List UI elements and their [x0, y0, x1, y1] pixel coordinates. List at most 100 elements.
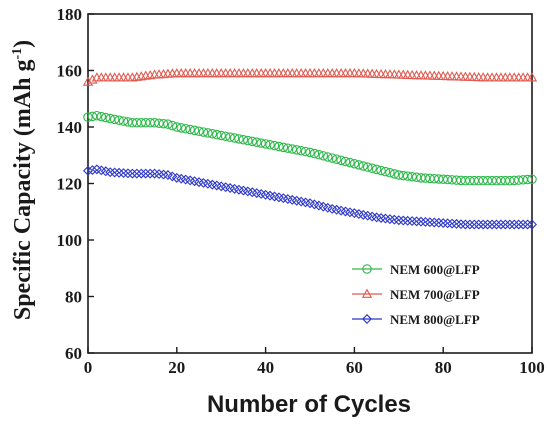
series-1-point [96, 111, 107, 122]
series-1-point [362, 162, 373, 172]
series-1-point [527, 174, 537, 185]
series-2-point [87, 74, 98, 84]
series-1-point [367, 163, 377, 173]
y-axis-label-sup: -1 [10, 48, 25, 60]
series-1-point [83, 112, 93, 122]
series-3-point [109, 167, 120, 178]
x-tick-label: 20 [168, 358, 185, 377]
series-1-point [318, 151, 329, 161]
series-1-point [300, 146, 311, 157]
series-1-point [283, 143, 293, 153]
y-tick-label: 180 [57, 5, 83, 24]
series-1-point [229, 133, 240, 143]
series-3-point [398, 215, 409, 226]
legend-label-1: NEM 600@LFP [390, 262, 480, 277]
y-tick-label: 120 [57, 175, 83, 194]
series-3-point [442, 218, 453, 229]
series-1-point [238, 134, 249, 145]
series-3-point [451, 218, 462, 229]
series-1-point [105, 113, 115, 124]
series-3-point [495, 219, 506, 230]
series-1-point [380, 166, 391, 177]
series-1-point [194, 126, 204, 136]
series-1-point [323, 152, 333, 162]
series-1-point [305, 147, 315, 158]
x-axis-label: Number of Cycles [207, 391, 411, 418]
series-1-point [340, 156, 351, 167]
series-1-point [203, 128, 213, 138]
series-1-point [118, 116, 129, 126]
series-1-point [212, 129, 222, 140]
legend-marker-1 [362, 264, 372, 274]
series-3-point [393, 215, 404, 226]
series-1-point [114, 115, 124, 125]
y-tick-label: 100 [57, 231, 83, 250]
series-3-point [402, 215, 413, 226]
series-3-point [87, 165, 98, 176]
series-1-point [345, 157, 355, 168]
plot-layer: 60 80 100 120 140 160 180 0 20 40 60 80 100 NEM 600@L… [57, 5, 545, 377]
series-3-point [140, 168, 151, 179]
series-3-point [438, 218, 449, 229]
series-3-point [478, 219, 489, 230]
series-1-point [327, 153, 337, 163]
series-1-point [260, 139, 271, 149]
series-1-point [185, 124, 195, 135]
series-3-point [407, 216, 418, 227]
series-3-point [473, 219, 484, 230]
series-1-point [274, 141, 284, 152]
legend-label-2: NEM 700@LFP [390, 287, 480, 302]
series-1-point [278, 142, 289, 153]
series-3-point [114, 167, 125, 178]
series-3-point [167, 171, 178, 182]
series-2-point [82, 76, 94, 86]
series-1-point [411, 172, 422, 183]
series-3-point [127, 168, 138, 179]
series-1-point [398, 170, 408, 181]
series-3-point [509, 219, 520, 230]
series-1-point [287, 144, 297, 154]
series-3-point [416, 216, 426, 227]
series-1-point [243, 135, 253, 146]
series-1-point [251, 137, 262, 148]
series-1-point [101, 112, 111, 123]
series-3-point [518, 219, 529, 230]
y-tick-label: 80 [65, 288, 82, 307]
series-1-point [309, 148, 320, 159]
series-1-point [349, 158, 360, 169]
series-2-point [526, 72, 538, 82]
series-1-point [296, 145, 306, 156]
series-3-point [460, 219, 471, 230]
series-1-point [336, 155, 346, 166]
plot-frame [87, 13, 533, 354]
series-1-point [154, 118, 164, 128]
series-3-point [136, 168, 147, 179]
series-1-point [163, 119, 173, 129]
series-3-point [464, 219, 475, 230]
series-3-point [522, 219, 533, 230]
series-3-point [429, 217, 440, 228]
x-tick-label: 100 [519, 358, 545, 377]
series-1-point [394, 170, 404, 180]
series-3-point [122, 168, 133, 179]
series-1-point [358, 161, 369, 171]
series-1-point [314, 149, 324, 160]
legend-marker-3 [362, 314, 372, 324]
legend-label-3: NEM 800@LFP [390, 312, 480, 327]
series-1-point [189, 125, 200, 136]
series-3-point [491, 219, 502, 230]
y-axis-label: Specific Capacity (mAh g-1) [10, 40, 36, 320]
series-1-point [265, 140, 275, 150]
series-3-point [433, 217, 444, 228]
series-3-point [487, 219, 498, 230]
series-3-point [527, 219, 537, 230]
x-tick-label: 0 [84, 358, 93, 377]
y-tick-label: 60 [65, 344, 82, 363]
series-1-point [247, 136, 258, 147]
series-1-point [123, 117, 133, 127]
series-3-point [313, 200, 324, 211]
series-3-point [482, 219, 493, 230]
series-3-point [145, 168, 156, 179]
series-3-point [131, 168, 142, 179]
